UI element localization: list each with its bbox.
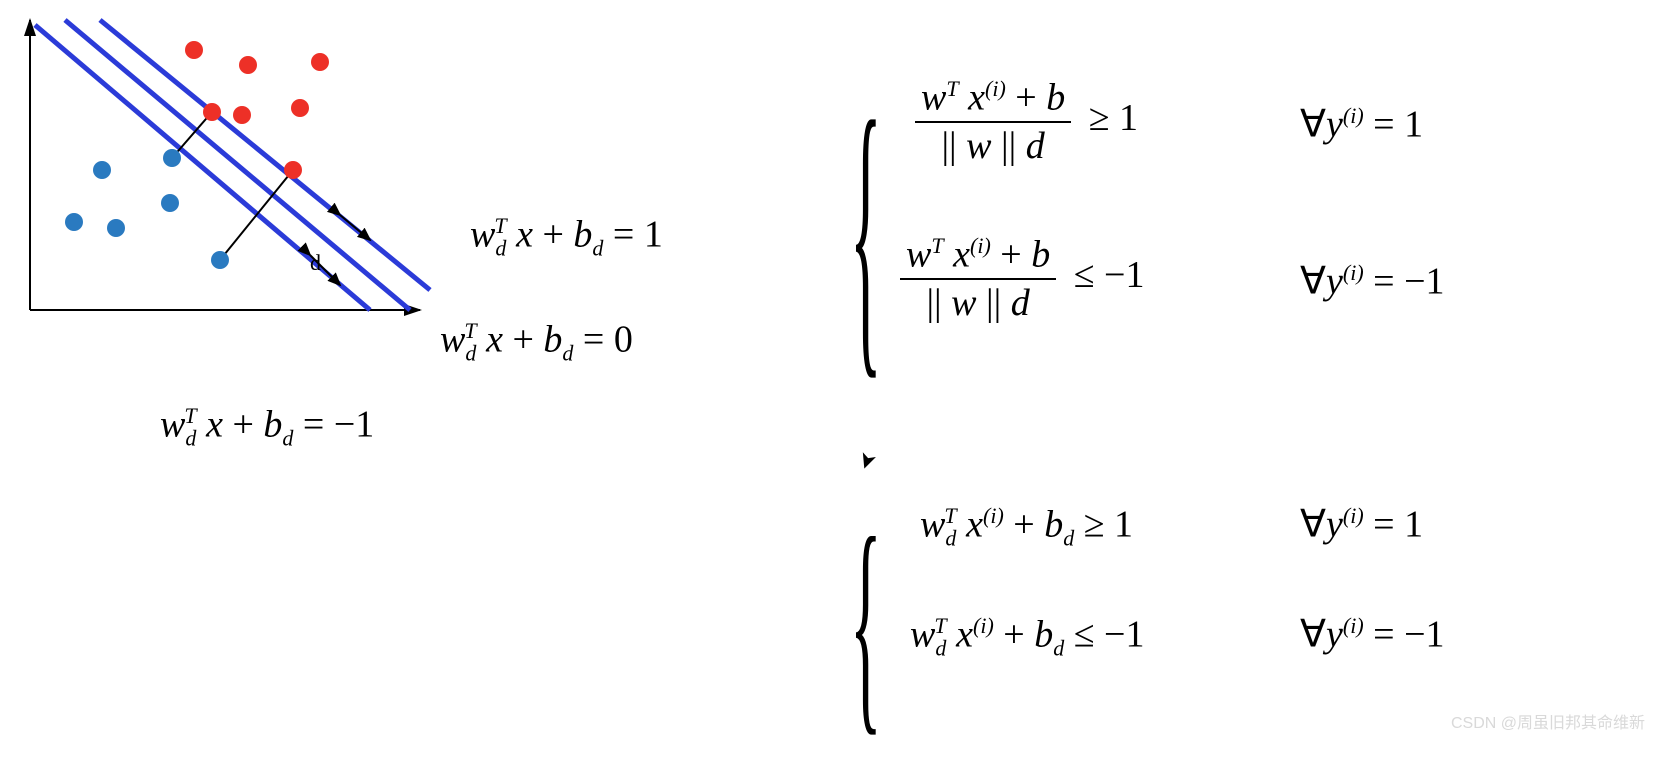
brace-bottom: {: [850, 487, 882, 763]
constraint-top-1-lhs: wT x(i) + b || w || d ≥ 1: [915, 78, 1138, 165]
constraint-top-1-cond: ∀y(i) = 1: [1300, 105, 1423, 144]
constraint-bot-1-lhs: wdT x(i) + bd ≥ 1: [920, 505, 1133, 549]
constraint-bot-1-cond: ∀y(i) = 1: [1300, 505, 1423, 544]
svm-plot: d: [10, 10, 450, 330]
line-upper: [100, 20, 430, 290]
brace-top: {: [850, 55, 882, 414]
eq-upper-line: wdT x + bd = 1: [470, 215, 663, 259]
eq-lower-line: wdT x + bd = −1: [160, 405, 374, 449]
constraint-top-2-cond: ∀y(i) = −1: [1300, 262, 1445, 301]
constraint-bot-2-cond: ∀y(i) = −1: [1300, 615, 1445, 654]
points-red: [185, 41, 329, 179]
hyperplane-lines: [35, 20, 430, 310]
line-middle: [65, 20, 410, 310]
eq-middle-line: wdT x + bd = 0: [440, 320, 633, 364]
d-label: d: [310, 250, 321, 275]
constraint-bot-2-lhs: wdT x(i) + bd ≤ −1: [910, 615, 1145, 659]
cursor-icon: ➤: [852, 448, 883, 474]
watermark: CSDN @周虽旧邦其命维新: [1451, 709, 1645, 733]
constraint-top-2-lhs: wT x(i) + b || w || d ≤ −1: [900, 235, 1145, 322]
support-segments: [172, 112, 293, 260]
